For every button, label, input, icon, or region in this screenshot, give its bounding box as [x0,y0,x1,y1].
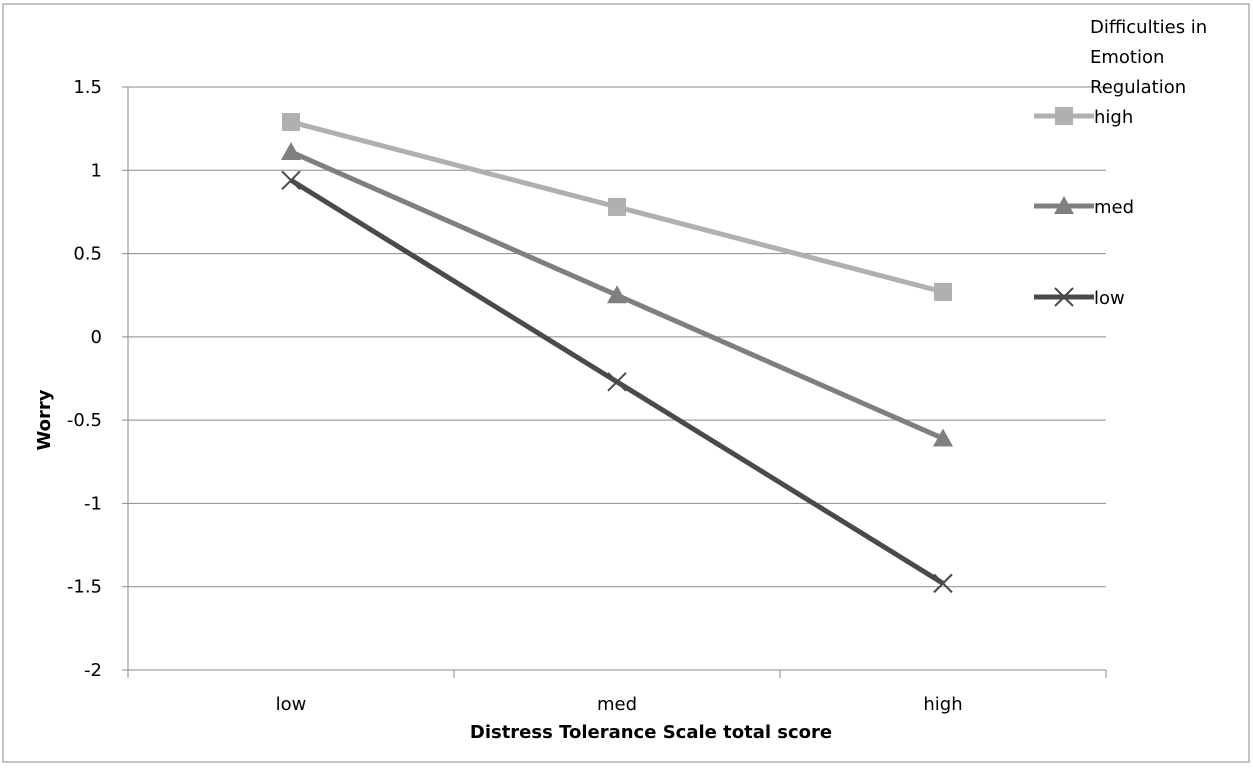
y-axis-title: Worry [34,389,55,450]
data-point-low [281,170,301,190]
legend-title-line: Regulation [1090,77,1186,98]
data-point-low [607,372,627,392]
legend: Difficulties in Emotion Regulation high med l… [1034,17,1207,309]
y-tick-label: -2 [84,660,102,681]
axes: -2 -1.5 -1 -0.5 0 0.5 1 1.5 low med high [67,77,1107,715]
marker-stroke [933,573,953,594]
legend-marker [1054,196,1074,214]
y-tick-label: 1 [91,160,102,181]
legend-marker [1054,287,1074,307]
legend-title-line: Difficulties in [1090,17,1207,38]
legend-label: med [1094,197,1134,218]
marker-stroke [607,372,627,392]
x-axis-title: Distress Tolerance Scale total score [470,722,832,743]
legend-title-line: Emotion [1090,47,1164,68]
data-point-high [608,197,626,216]
data-point-high [934,282,952,301]
data-point-med [933,428,953,447]
x-tick-label: med [597,694,637,715]
series-low [281,170,953,594]
y-tick-label: 0.5 [73,244,102,265]
marker-stroke [1054,287,1074,307]
series-med [281,141,953,447]
y-tick-label: -1.5 [67,577,102,598]
series-high [282,112,952,301]
y-tick-label: -1 [84,493,102,514]
x-tick-label: high [923,694,962,715]
data-point-low [933,573,953,594]
chart-border [2,3,1250,763]
data-series [281,112,953,594]
legend-label: low [1094,288,1125,309]
data-point-med [607,285,627,304]
marker-stroke [281,170,301,190]
legend-label: high [1094,107,1133,128]
legend-marker [1055,107,1073,125]
legend-entry-med: med [1034,196,1134,218]
legend-entry-low: low [1034,287,1125,309]
data-point-med [281,141,301,160]
legend-entry-high: high [1034,107,1133,128]
data-point-high [282,112,300,131]
y-tick-label: -0.5 [67,410,102,431]
x-tick-label: low [276,694,307,715]
y-tick-label: 1.5 [73,77,102,98]
y-tick-label: 0 [91,327,102,348]
